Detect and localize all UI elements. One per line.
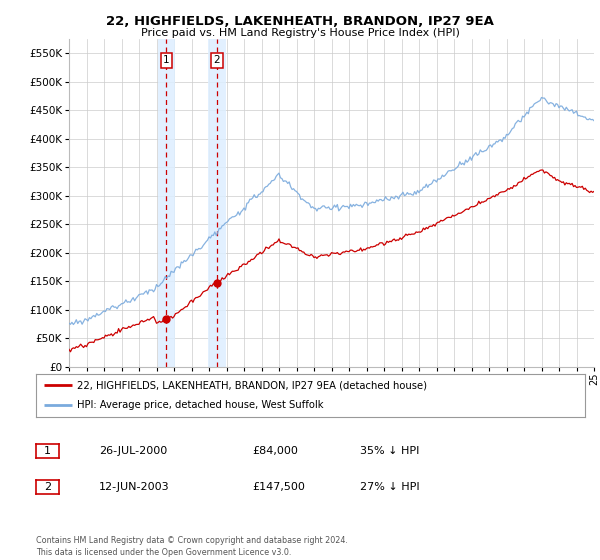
Text: 1: 1 <box>44 446 51 456</box>
Text: 2: 2 <box>214 55 220 66</box>
Text: Price paid vs. HM Land Registry's House Price Index (HPI): Price paid vs. HM Land Registry's House … <box>140 28 460 38</box>
Bar <box>158 39 175 367</box>
Text: £84,000: £84,000 <box>252 446 298 456</box>
Text: 22, HIGHFIELDS, LAKENHEATH, BRANDON, IP27 9EA: 22, HIGHFIELDS, LAKENHEATH, BRANDON, IP2… <box>106 15 494 27</box>
Text: 1: 1 <box>163 55 170 66</box>
Text: Contains HM Land Registry data © Crown copyright and database right 2024.
This d: Contains HM Land Registry data © Crown c… <box>36 536 348 557</box>
Text: £147,500: £147,500 <box>252 482 305 492</box>
Bar <box>208 39 226 367</box>
Text: 22, HIGHFIELDS, LAKENHEATH, BRANDON, IP27 9EA (detached house): 22, HIGHFIELDS, LAKENHEATH, BRANDON, IP2… <box>77 380 427 390</box>
Text: 2: 2 <box>44 482 51 492</box>
Text: 35% ↓ HPI: 35% ↓ HPI <box>360 446 419 456</box>
Text: 26-JUL-2000: 26-JUL-2000 <box>99 446 167 456</box>
Text: 27% ↓ HPI: 27% ↓ HPI <box>360 482 419 492</box>
Text: 12-JUN-2003: 12-JUN-2003 <box>99 482 170 492</box>
Text: HPI: Average price, detached house, West Suffolk: HPI: Average price, detached house, West… <box>77 400 323 410</box>
